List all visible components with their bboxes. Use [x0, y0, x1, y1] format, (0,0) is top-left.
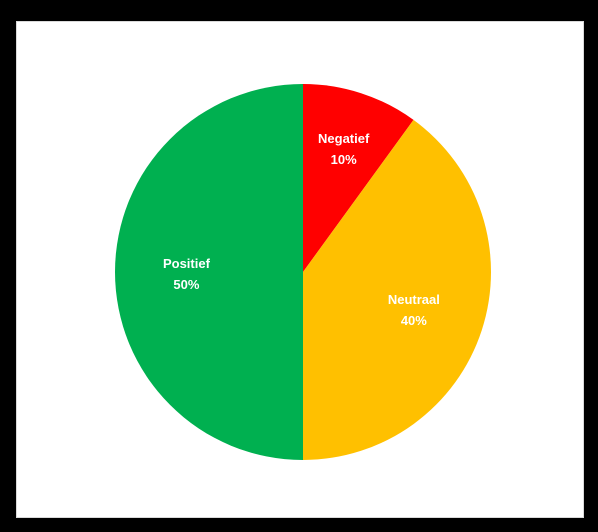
pie-slice-neutraal	[303, 119, 491, 460]
pie-chart: Negatief 10% Neutraal 40% Positief 50%	[115, 84, 491, 460]
slice-label-negatief: Negatief	[318, 131, 370, 146]
chart-area: Negatief 10% Neutraal 40% Positief 50%	[16, 21, 584, 518]
data-labels: Negatief 10% Neutraal 40% Positief 50%	[163, 131, 440, 328]
pie-slice-positief	[115, 84, 303, 460]
slice-value-positief: 50%	[173, 277, 199, 292]
slice-value-neutraal: 40%	[401, 313, 427, 328]
slice-label-positief: Positief	[163, 256, 211, 271]
slice-label-neutraal: Neutraal	[388, 292, 440, 307]
pie-slice-negatief	[303, 84, 414, 272]
slice-value-negatief: 10%	[331, 152, 357, 167]
